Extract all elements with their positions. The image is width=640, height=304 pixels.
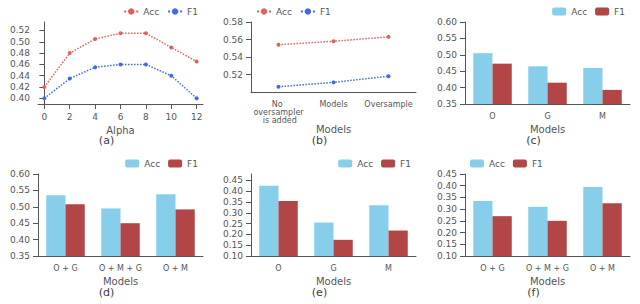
svg-text:0.25: 0.25 bbox=[437, 216, 457, 226]
svg-text:O + M: O + M bbox=[163, 264, 188, 273]
svg-text:is added: is added bbox=[261, 116, 298, 125]
svg-text:F1: F1 bbox=[400, 159, 411, 169]
svg-text:O + M + G: O + M + G bbox=[99, 264, 142, 273]
svg-text:(a): (a) bbox=[99, 134, 114, 147]
svg-text:0.46: 0.46 bbox=[10, 59, 30, 69]
svg-text:0.44: 0.44 bbox=[10, 71, 30, 81]
svg-text:0.50: 0.50 bbox=[437, 50, 457, 60]
svg-text:F1: F1 bbox=[532, 159, 543, 169]
svg-text:Models: Models bbox=[529, 124, 565, 136]
svg-text:0.54: 0.54 bbox=[223, 52, 243, 62]
svg-text:0.58: 0.58 bbox=[223, 17, 243, 27]
svg-text:0.10: 0.10 bbox=[437, 251, 457, 261]
svg-text:0.35: 0.35 bbox=[10, 251, 30, 261]
svg-text:G: G bbox=[331, 264, 337, 273]
svg-text:0.10: 0.10 bbox=[223, 251, 243, 261]
svg-text:0.40: 0.40 bbox=[437, 83, 457, 93]
svg-text:O + M + G: O + M + G bbox=[526, 264, 569, 273]
svg-text:0.40: 0.40 bbox=[437, 181, 457, 191]
svg-text:Models: Models bbox=[320, 100, 348, 109]
svg-text:12: 12 bbox=[191, 112, 202, 122]
svg-text:0.30: 0.30 bbox=[437, 204, 457, 214]
svg-text:O: O bbox=[276, 264, 282, 273]
svg-text:F1: F1 bbox=[187, 7, 198, 17]
svg-text:Models: Models bbox=[529, 276, 565, 288]
svg-text:(f): (f) bbox=[527, 286, 539, 299]
svg-text:O + G: O + G bbox=[480, 264, 504, 273]
svg-text:Alpha: Alpha bbox=[106, 125, 135, 137]
svg-text:0.52: 0.52 bbox=[223, 70, 243, 80]
svg-text:Models: Models bbox=[316, 276, 352, 288]
svg-text:0.45: 0.45 bbox=[437, 169, 457, 179]
svg-text:0: 0 bbox=[41, 112, 47, 122]
svg-text:2: 2 bbox=[67, 112, 73, 122]
svg-text:0.30: 0.30 bbox=[223, 208, 243, 218]
svg-text:0.15: 0.15 bbox=[437, 239, 457, 249]
svg-text:0.20: 0.20 bbox=[437, 228, 457, 238]
svg-text:Models: Models bbox=[316, 124, 352, 136]
svg-text:10: 10 bbox=[166, 112, 178, 122]
svg-text:M: M bbox=[385, 264, 392, 273]
svg-text:Acc: Acc bbox=[144, 159, 160, 169]
svg-text:0.56: 0.56 bbox=[223, 35, 243, 45]
svg-text:0.55: 0.55 bbox=[437, 33, 457, 43]
svg-text:Acc: Acc bbox=[571, 7, 587, 17]
svg-text:0.45: 0.45 bbox=[223, 175, 243, 185]
svg-text:Acc: Acc bbox=[489, 159, 505, 169]
svg-text:0.48: 0.48 bbox=[10, 48, 30, 58]
svg-text:0.42: 0.42 bbox=[10, 82, 30, 92]
svg-text:(d): (d) bbox=[99, 286, 115, 299]
svg-text:Models: Models bbox=[102, 276, 139, 288]
svg-text:0.35: 0.35 bbox=[437, 192, 457, 202]
svg-text:(e): (e) bbox=[312, 286, 327, 299]
svg-text:4: 4 bbox=[92, 112, 98, 122]
svg-text:F1: F1 bbox=[614, 7, 625, 17]
svg-text:M: M bbox=[599, 112, 606, 121]
svg-text:0.45: 0.45 bbox=[437, 66, 457, 76]
svg-text:0.50: 0.50 bbox=[10, 37, 30, 47]
svg-text:0.20: 0.20 bbox=[223, 229, 243, 239]
svg-text:0.60: 0.60 bbox=[437, 17, 457, 27]
svg-text:0.40: 0.40 bbox=[10, 93, 30, 103]
svg-text:No: No bbox=[272, 99, 286, 109]
svg-text:0.50: 0.50 bbox=[10, 202, 30, 212]
svg-text:Acc: Acc bbox=[358, 159, 374, 169]
svg-text:O + M: O + M bbox=[590, 264, 615, 273]
svg-text:0.45: 0.45 bbox=[10, 218, 30, 228]
svg-text:0.60: 0.60 bbox=[10, 169, 30, 179]
svg-text:0.25: 0.25 bbox=[223, 219, 243, 229]
svg-text:(c): (c) bbox=[526, 134, 541, 147]
svg-text:0.52: 0.52 bbox=[10, 25, 30, 35]
svg-text:oversampler: oversampler bbox=[253, 107, 304, 117]
svg-text:6: 6 bbox=[118, 112, 124, 122]
svg-text:Acc: Acc bbox=[276, 7, 292, 17]
svg-text:0.55: 0.55 bbox=[10, 185, 30, 195]
svg-text:0.40: 0.40 bbox=[10, 235, 30, 245]
svg-text:0.35: 0.35 bbox=[223, 197, 243, 207]
svg-text:8: 8 bbox=[143, 112, 149, 122]
svg-text:0.15: 0.15 bbox=[223, 240, 243, 250]
svg-text:0.35: 0.35 bbox=[437, 99, 457, 109]
svg-text:Oversample: Oversample bbox=[365, 100, 413, 109]
svg-text:F1: F1 bbox=[320, 7, 331, 17]
svg-text:O: O bbox=[489, 112, 495, 121]
svg-text:O + G: O + G bbox=[53, 264, 77, 273]
svg-text:G: G bbox=[544, 112, 550, 121]
svg-text:(b): (b) bbox=[312, 134, 328, 147]
svg-text:F1: F1 bbox=[187, 159, 198, 169]
svg-text:0.40: 0.40 bbox=[223, 186, 243, 196]
svg-text:Acc: Acc bbox=[143, 7, 159, 17]
